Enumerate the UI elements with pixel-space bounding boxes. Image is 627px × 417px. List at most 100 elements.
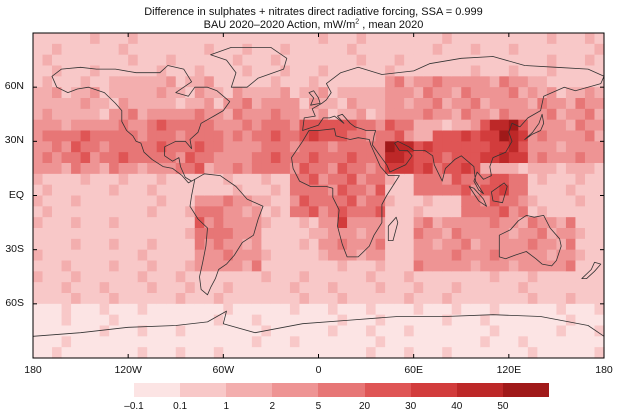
forcing-cell: [394, 282, 405, 294]
forcing-cell: [261, 271, 272, 283]
forcing-cell: [80, 249, 91, 262]
forcing-cell: [61, 314, 72, 327]
forcing-cell: [232, 130, 243, 142]
forcing-cell: [223, 65, 234, 77]
forcing-cell: [404, 43, 415, 56]
forcing-cell: [413, 282, 424, 294]
forcing-cell: [394, 43, 405, 56]
forcing-cell: [175, 141, 186, 153]
forcing-cell: [432, 303, 443, 316]
forcing-cell: [594, 54, 605, 67]
forcing-cell: [470, 303, 481, 316]
forcing-cell: [118, 314, 129, 327]
forcing-cell: [261, 238, 272, 251]
forcing-cell: [175, 238, 186, 251]
forcing-cell: [185, 271, 196, 283]
forcing-cell: [33, 282, 44, 294]
forcing-cell: [308, 314, 320, 327]
forcing-cell: [61, 43, 72, 56]
forcing-cell: [328, 152, 339, 164]
forcing-cell: [423, 152, 434, 164]
forcing-cell: [137, 303, 148, 316]
forcing-cell: [90, 98, 101, 110]
forcing-cell: [299, 336, 310, 348]
forcing-cell: [166, 206, 177, 218]
forcing-cell: [404, 108, 415, 121]
forcing-cell: [33, 108, 44, 121]
forcing-cell: [461, 130, 472, 142]
forcing-cell: [242, 293, 253, 305]
forcing-cell: [232, 217, 243, 229]
forcing-cell: [404, 325, 415, 337]
forcing-cell: [289, 238, 301, 251]
forcing-cell: [575, 217, 586, 229]
forcing-cell: [61, 152, 72, 164]
forcing-cell: [166, 249, 177, 262]
forcing-cell: [299, 206, 310, 218]
forcing-cell: [52, 108, 63, 121]
forcing-cell: [109, 228, 120, 240]
forcing-cell: [251, 98, 262, 110]
forcing-cell: [90, 108, 101, 121]
forcing-cell: [185, 347, 196, 359]
forcing-cell: [461, 206, 472, 218]
forcing-cell: [175, 87, 186, 99]
forcing-cell: [366, 54, 377, 67]
forcing-cell: [347, 217, 358, 229]
forcing-cell: [52, 293, 63, 305]
forcing-cell: [137, 141, 148, 153]
forcing-cell: [232, 347, 243, 359]
forcing-cell: [337, 260, 348, 272]
forcing-cell: [556, 336, 567, 348]
forcing-cell: [480, 314, 491, 327]
forcing-cell: [270, 249, 282, 262]
forcing-cell: [223, 163, 234, 175]
forcing-cell: [347, 108, 358, 121]
forcing-cell: [156, 33, 167, 45]
forcing-cell: [213, 249, 224, 262]
forcing-cell: [394, 141, 405, 153]
forcing-cell: [147, 325, 158, 337]
forcing-cell: [451, 325, 462, 337]
forcing-cell: [527, 33, 538, 45]
forcing-cell: [223, 195, 234, 207]
forcing-cell: [147, 347, 158, 359]
forcing-cell: [147, 303, 158, 316]
forcing-cell: [499, 54, 510, 67]
forcing-cell: [185, 54, 196, 67]
forcing-cell: [375, 260, 386, 272]
forcing-cell: [80, 76, 91, 88]
forcing-cell: [194, 65, 205, 77]
forcing-cell: [375, 282, 386, 294]
forcing-cell: [442, 87, 453, 99]
lon-label: 180: [595, 364, 613, 376]
forcing-cell: [508, 152, 519, 164]
forcing-cell: [61, 303, 72, 316]
forcing-cell: [270, 228, 282, 240]
forcing-cell: [508, 33, 519, 45]
forcing-cell: [442, 130, 453, 142]
forcing-cell: [71, 119, 82, 132]
forcing-cell: [147, 217, 158, 229]
forcing-cell: [90, 206, 101, 218]
forcing-cell: [118, 228, 129, 240]
forcing-cell: [584, 152, 596, 164]
forcing-cell: [71, 76, 82, 88]
forcing-cell: [470, 271, 481, 283]
forcing-cell: [337, 293, 348, 305]
forcing-cell: [347, 206, 358, 218]
forcing-cell: [565, 33, 577, 45]
forcing-cell: [537, 238, 548, 251]
forcing-cell: [508, 282, 519, 294]
forcing-cell: [213, 108, 224, 121]
forcing-cell: [375, 184, 386, 197]
forcing-cell: [546, 163, 558, 175]
forcing-cell: [527, 163, 538, 175]
forcing-cell: [308, 206, 320, 218]
forcing-cell: [432, 33, 443, 45]
forcing-cell: [280, 130, 291, 142]
forcing-cell: [442, 173, 453, 186]
forcing-cell: [147, 206, 158, 218]
forcing-cell: [328, 238, 339, 251]
forcing-cell: [480, 228, 491, 240]
